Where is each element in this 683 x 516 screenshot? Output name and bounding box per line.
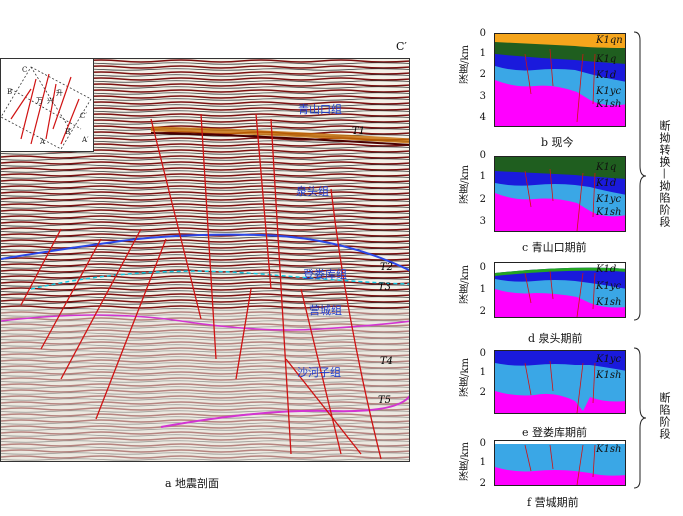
ylabel-d: 深度/km [460,265,471,304]
unit-c-q: K1q [596,162,617,173]
stage-brace-lower [633,347,647,489]
inset-label-b: B [7,88,13,96]
panel-d-before-quantou [494,262,626,318]
unit-e-yc: K1yc [596,354,622,365]
unit-b-d: K1d [596,70,617,81]
stage-brace-upper [633,31,647,321]
unit-b-sh: K1sh [596,99,622,110]
tick-c-3: 3 [479,216,486,227]
inset-label-a-prime: A′ [82,136,89,144]
location-inset-map [0,58,94,152]
formation-label-denglouku: 登娄库组 [303,268,347,281]
inset-label-a: A [40,138,46,146]
unit-d-sh: K1sh [596,297,622,308]
stage-label-lower: 断陷阶段 [658,392,671,440]
ylabel-e: 深度/km [460,358,471,397]
panel-d-graphic [495,263,625,317]
tick-b-4: 4 [479,112,486,123]
formation-label-qingshankou: 青山口组 [298,103,342,116]
unit-c-yc: K1yc [596,194,622,205]
panel-f-before-yingcheng [494,440,626,486]
inset-label-c-prime: C′ [80,112,87,120]
unit-d-yc: K1yc [596,281,622,292]
tick-b-1: 1 [479,48,486,59]
panel-f-graphic [495,441,625,485]
tick-e-1: 1 [479,367,486,378]
tick-f-1: 1 [479,457,486,468]
ylabel-b: 深度/km [460,45,471,84]
unit-d-d: K1d [596,264,617,275]
corner-label: C′ [396,40,407,53]
tick-c-0: 0 [479,150,486,161]
tick-f-0: 0 [479,438,486,449]
tick-c-1: 1 [479,171,486,182]
caption-a: a 地震剖面 [165,477,220,490]
caption-c: c 青山口期前 [522,241,587,254]
tick-e-0: 0 [479,348,486,359]
ylabel-f: 深度/km [460,442,471,481]
caption-f: f 营城期前 [527,496,579,509]
tick-b-0: 0 [479,28,486,39]
unit-b-qn: K1qn [596,35,623,46]
panel-e-before-denglouku [494,350,626,414]
unit-b-q: K1q [596,54,617,65]
panel-c-graphic [495,157,625,231]
horizon-t4: T4 [380,356,394,367]
inset-label-wan: 万 [36,97,43,105]
panel-b-present [494,33,626,127]
formation-label-quantou: 泉头组 [296,185,329,198]
caption-e: e 登娄库期前 [522,426,588,439]
caption-b: b 现今 [541,136,574,149]
tick-b-3: 3 [479,91,486,102]
horizon-t3: T3 [378,282,392,293]
inset-label-sheng: 升 [56,89,63,97]
formation-label-shahezi: 沙河子组 [297,366,341,379]
panel-c-before-qingshankou [494,156,626,232]
unit-c-sh: K1sh [596,207,622,218]
unit-f-sh: K1sh [596,444,622,455]
stage-label-upper: 断拗转换—拗陷阶段 [658,120,671,228]
inset-map-graphic [0,66,92,150]
caption-d: d 泉头期前 [528,332,583,345]
horizon-t5: T5 [378,395,392,406]
unit-b-yc: K1yc [596,86,622,97]
panel-b-graphic [495,34,625,126]
inset-label-xing: 兴 [47,97,54,105]
unit-c-d: K1d [596,178,617,189]
tick-d-1: 1 [479,284,486,295]
unit-e-sh: K1sh [596,370,622,381]
inset-label-c: C [22,66,28,74]
inset-label-b-prime: B′ [65,128,72,136]
horizon-t2: T2 [380,262,394,273]
tick-c-2: 2 [479,194,486,205]
tick-f-2: 2 [479,478,486,489]
ylabel-c: 深度/km [460,165,471,204]
panel-e-graphic [495,351,625,413]
tick-e-2: 2 [479,387,486,398]
tick-d-0: 0 [479,262,486,273]
tick-d-2: 2 [479,306,486,317]
horizon-t1: T1 [352,126,366,137]
formation-label-yingcheng: 营城组 [309,304,342,317]
tick-b-2: 2 [479,69,486,80]
